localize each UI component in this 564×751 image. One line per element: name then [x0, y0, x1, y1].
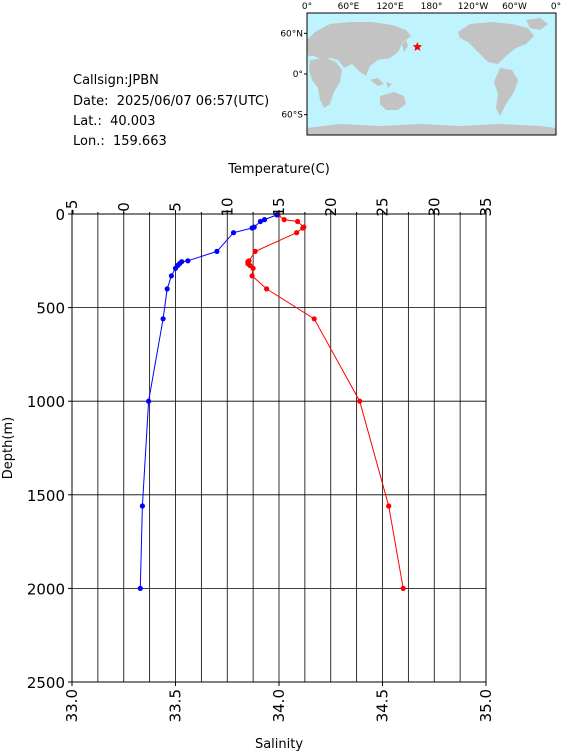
temperature-point — [300, 225, 306, 231]
japan-shape — [402, 40, 408, 52]
map-lon-tick-label: 0° — [551, 2, 561, 12]
depth-tick-label: 1000 — [27, 393, 65, 411]
salinity-point — [172, 265, 179, 271]
plot-series — [137, 212, 406, 592]
depth-tick-label: 1500 — [27, 487, 65, 505]
temperature-tick-label: 5 — [167, 202, 185, 212]
africa-shape — [309, 58, 342, 108]
salinity-point — [139, 503, 145, 509]
salinity-ticks: 33.0 33.5 34.0 34.5 35.0 — [63, 682, 495, 722]
map-lat-tick-label: 60°S — [281, 111, 303, 121]
temperature-tick-label: 25 — [374, 197, 392, 216]
depth-tick-label: 0 — [55, 206, 65, 224]
station-star — [412, 41, 423, 51]
temperature-point — [264, 286, 270, 292]
australia-shape — [380, 92, 406, 110]
temperature-point — [250, 265, 256, 271]
temperature-point — [357, 398, 363, 404]
lat-text: Lat.: 40.003 — [73, 114, 156, 129]
salinity-tick-label: 35.0 — [477, 689, 495, 722]
map-lon-tick-label: 120°E — [376, 2, 404, 12]
salinity-axis-label: Salinity — [255, 737, 303, 751]
temperature-tick-label: 0 — [115, 202, 133, 212]
temperature-tick-label: -5 — [63, 200, 81, 215]
salinity-point — [168, 273, 174, 279]
profile-chart: -5 0 5 10 15 20 25 30 35 33.0 33.5 34.0 34.5 35.0 05… — [1, 162, 495, 751]
salinity-point — [164, 286, 170, 292]
map-lon-tick-label: 180° — [421, 2, 443, 12]
salinity-point — [137, 585, 143, 592]
temperature-tick-label: 30 — [425, 197, 443, 216]
depth-tick-label: 2500 — [27, 674, 65, 692]
temperature-point — [400, 585, 406, 592]
map-lon-tick-label: 120°W — [458, 2, 489, 12]
temperature-axis-label: Temperature(C) — [227, 162, 330, 177]
salinity-point — [214, 248, 220, 254]
world-map: 0° 60°E 120°E 180° 120°W 60°W 0° 60°N 0° 60°S — [280, 2, 561, 136]
map-lon-tick-label: 60°E — [338, 2, 360, 12]
temperature-ticks: -5 0 5 10 15 20 25 30 35 — [63, 197, 495, 216]
salinity-point — [261, 217, 268, 223]
temperature-tick-label: 15 — [270, 197, 288, 216]
temperature-point — [295, 218, 301, 225]
lon-text: Lon.: 159.663 — [73, 134, 167, 149]
temperature-point — [294, 230, 300, 236]
depth-axis-label: Depth(m) — [1, 417, 16, 479]
north-america-shape — [458, 22, 534, 64]
salinity-point — [249, 225, 255, 231]
map-land — [307, 18, 556, 135]
salinity-tick-label: 33.5 — [167, 689, 185, 722]
salinity-point — [230, 230, 237, 236]
map-lon-tick-label: 60°W — [502, 2, 527, 12]
map-lon-tick-label: 0° — [302, 2, 312, 12]
salinity-point — [257, 218, 263, 225]
salinity-tick-label: 34.5 — [374, 689, 392, 722]
depth-tick-label: 2000 — [27, 580, 65, 598]
date-text: Date: 2025/06/07 06:57(UTC) — [73, 94, 270, 109]
callsign-text: Callsign:JPBN — [73, 73, 159, 88]
temperature-point — [311, 316, 317, 322]
salinity-tick-label: 34.0 — [270, 689, 288, 722]
station-marker — [412, 41, 423, 51]
map-lat-tick-label: 60°N — [280, 29, 303, 39]
map-lat-labels: 60°N 0° 60°S — [280, 29, 307, 121]
temperature-tick-label: 35 — [477, 197, 495, 216]
salinity-tick-label: 33.0 — [63, 689, 81, 722]
temperature-point — [386, 503, 392, 509]
salinity-point — [185, 258, 191, 264]
map-lon-labels: 0° 60°E 120°E 180° 120°W 60°W 0° — [302, 2, 561, 12]
temperature-tick-label: 10 — [218, 197, 236, 216]
antarctica-shape — [307, 124, 556, 135]
depth-ticks: 0 500 1000 1500 2000 2500 — [27, 206, 72, 692]
salinity-point — [160, 316, 166, 322]
eurasia-shape — [307, 22, 411, 76]
salinity-point — [146, 398, 152, 404]
temperature-point — [252, 248, 258, 254]
depth-tick-label: 500 — [36, 300, 65, 318]
greenland-shape — [526, 18, 548, 30]
temperature-tick-label: 20 — [322, 197, 340, 216]
map-lat-tick-label: 0° — [293, 70, 303, 80]
se-asia-shape — [370, 78, 392, 88]
south-america-shape — [494, 68, 518, 116]
temperature-point — [281, 217, 287, 223]
temperature-point — [249, 273, 255, 279]
